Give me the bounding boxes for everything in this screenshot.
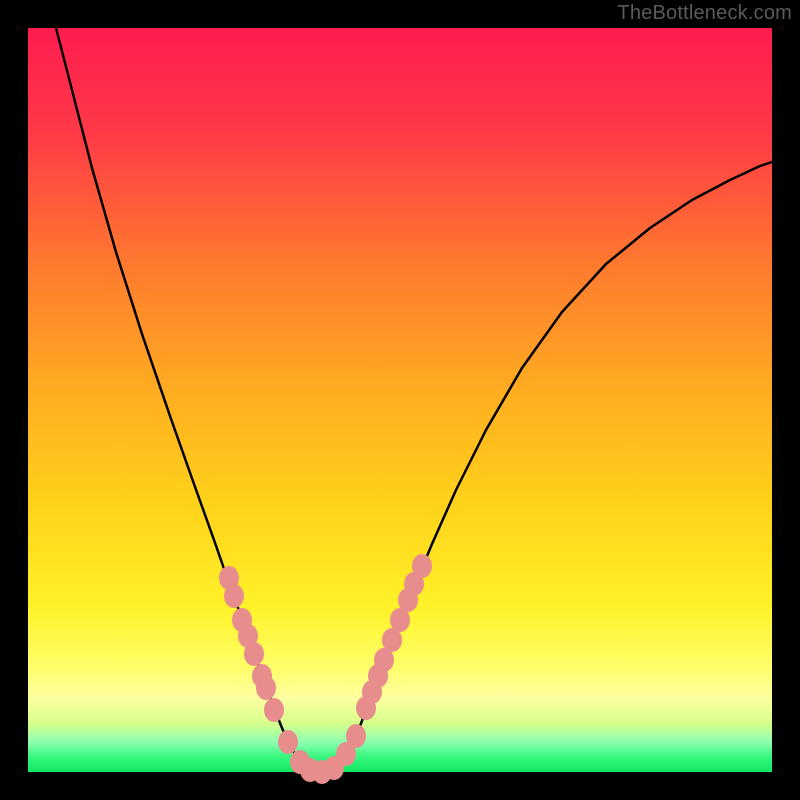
marker-point [278, 730, 298, 754]
marker-point [256, 676, 276, 700]
bottleneck-chart [0, 0, 800, 800]
marker-point [264, 698, 284, 722]
marker-point [346, 724, 366, 748]
marker-point [224, 584, 244, 608]
chart-container: TheBottleneck.com [0, 0, 800, 800]
plot-background [28, 28, 772, 772]
watermark-text: TheBottleneck.com [617, 2, 792, 25]
marker-point [244, 642, 264, 666]
marker-point [412, 554, 432, 578]
